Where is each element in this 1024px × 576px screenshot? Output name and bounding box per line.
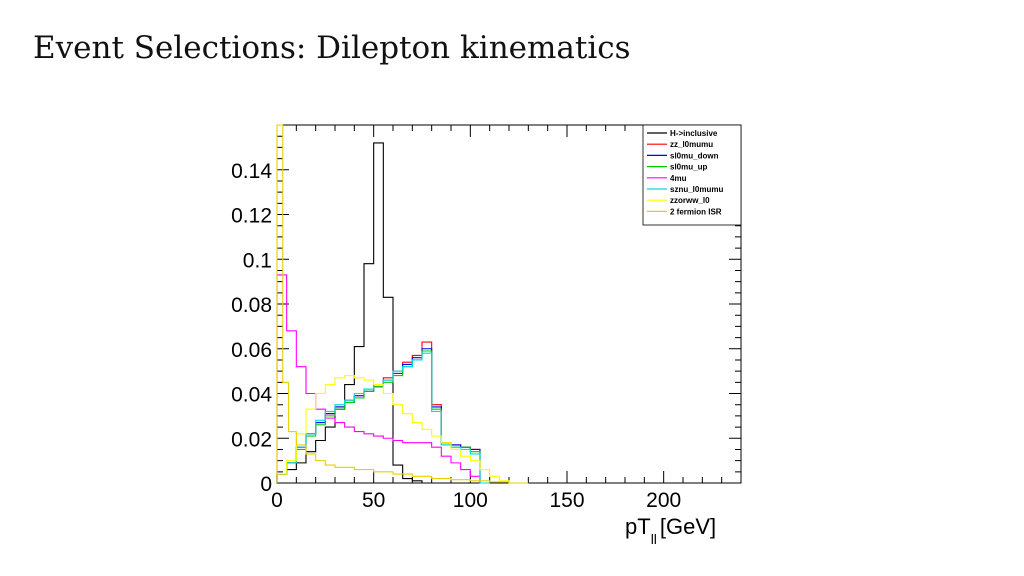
series-line-7 (276, 124, 529, 484)
y-tick-label: 0.12 (231, 205, 272, 228)
legend-entry: 2 fermion ISR (670, 207, 722, 216)
x-axis-label-sub: ll (651, 531, 657, 547)
x-tick-label: 0 (271, 489, 283, 512)
legend-box (642, 124, 742, 226)
y-tick-label: 0.02 (231, 428, 272, 451)
y-tick-label: 0.14 (231, 160, 272, 183)
legend-entry: zzorww_l0 (670, 196, 710, 205)
y-tick-label: 0.08 (231, 294, 272, 317)
legend-entry: 4mu (670, 174, 687, 183)
series-line-4 (276, 274, 490, 484)
legend: H->inclusive zz_l0mumu sl0mu_down sl0mu_up 4… (642, 124, 742, 226)
legend-entry: sznu_l0mumu (670, 185, 723, 194)
chart: 0 0.02 0.04 0.06 0.08 0.1 0.12 0.14 0 50 100 150 20… (231, 124, 742, 547)
x-tick-label: 150 (549, 489, 584, 512)
y-tick-label: 0.1 (243, 249, 272, 272)
legend-entry: H->inclusive (670, 129, 718, 138)
x-tick-label: 100 (453, 489, 488, 512)
y-tick-label: 0 (260, 473, 272, 496)
x-axis-label: pTll [GeV] (625, 514, 716, 547)
x-axis-label-unit: [GeV] (660, 514, 716, 539)
x-tick-label: 50 (362, 489, 385, 512)
y-tick-label: 0.04 (231, 384, 272, 407)
legend-entry: sl0mu_up (670, 163, 707, 172)
x-tick-label: 200 (646, 489, 681, 512)
series-line-0 (276, 142, 442, 484)
y-tick-label: 0.06 (231, 339, 272, 362)
series-curves (276, 124, 529, 484)
y-tick-labels: 0 0.02 0.04 0.06 0.08 0.1 0.12 0.14 (231, 160, 272, 496)
slide-title: Event Selections: Dilepton kinematics (33, 30, 631, 66)
series-line-6 (276, 375, 519, 484)
legend-entry: sl0mu_down (670, 151, 719, 160)
x-tick-labels: 0 50 100 150 200 (271, 489, 681, 512)
x-axis-label-main: pT (625, 514, 651, 539)
legend-entry: zz_l0mumu (670, 140, 713, 149)
